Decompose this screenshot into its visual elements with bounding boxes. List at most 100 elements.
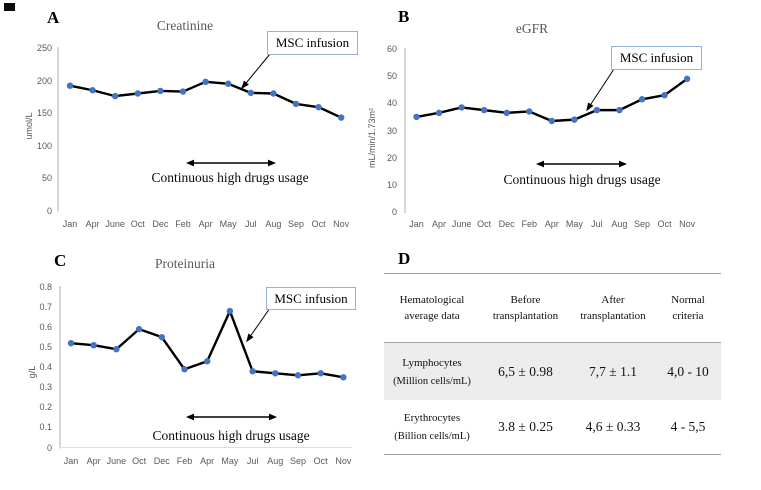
x-tick-label: Nov bbox=[333, 219, 350, 229]
panel-label-c: C bbox=[54, 251, 67, 270]
y-tick-label: 0.2 bbox=[39, 402, 52, 413]
table-row-erythrocytes: Erythrocytes (Billion cells/mL) 3.8 ± 0.… bbox=[384, 400, 721, 455]
x-tick-label: May bbox=[221, 456, 239, 466]
usage-arrow-left-head bbox=[186, 159, 194, 167]
data-point bbox=[112, 92, 119, 100]
row-label: Erythrocytes (Billion cells/mL) bbox=[384, 412, 480, 442]
x-tick-label: Feb bbox=[175, 219, 191, 229]
x-tick-label: Jul bbox=[591, 219, 603, 229]
data-point bbox=[89, 87, 96, 94]
usage-arrow-right-head bbox=[269, 413, 277, 421]
y-tick-label: 0.3 bbox=[39, 382, 52, 393]
x-tick-label: Nov bbox=[335, 456, 352, 466]
x-tick-label: June bbox=[106, 456, 127, 466]
header-normal-criteria: Normal criteria bbox=[671, 293, 705, 323]
data-point bbox=[247, 89, 254, 97]
data-point bbox=[435, 109, 443, 117]
x-tick-label: June bbox=[451, 219, 472, 229]
usage-arrow-right-head bbox=[619, 160, 627, 168]
x-tick-label: Sep bbox=[633, 219, 650, 229]
y-tick-label: 0.1 bbox=[39, 422, 52, 433]
analyte-unit: (Million cells/mL) bbox=[393, 375, 471, 387]
x-tick-label: Apr bbox=[85, 219, 100, 229]
value-normal: 4,0 - 10 bbox=[667, 363, 709, 379]
x-tick-label: Feb bbox=[521, 219, 537, 229]
data-point bbox=[593, 106, 601, 114]
x-tick-label: Nov bbox=[679, 219, 696, 229]
data-point bbox=[340, 374, 347, 381]
table-header-row: Hematological average data Before transp… bbox=[384, 273, 721, 343]
y-tick-label: 0 bbox=[46, 442, 52, 453]
y-tick-label: 50 bbox=[386, 71, 397, 82]
data-point bbox=[204, 358, 211, 365]
y-tick-label: 200 bbox=[36, 75, 52, 86]
data-point bbox=[249, 368, 256, 375]
usage-arrow-left-head bbox=[536, 160, 544, 168]
data-point bbox=[202, 78, 209, 86]
x-tick-label: Oct bbox=[132, 456, 147, 466]
data-point bbox=[270, 90, 277, 97]
data-point bbox=[317, 370, 324, 377]
data-point bbox=[66, 82, 74, 89]
x-tick-label: Apr bbox=[432, 219, 447, 229]
data-point bbox=[458, 104, 465, 111]
usage-arrow-right-head bbox=[268, 159, 276, 167]
panel-label-b: B bbox=[398, 7, 410, 26]
data-point bbox=[616, 106, 623, 114]
x-tick-label: Jul bbox=[246, 456, 259, 466]
corner-mark bbox=[4, 3, 15, 11]
chart-title-egfr: eGFR bbox=[515, 21, 549, 36]
data-line bbox=[416, 77, 688, 123]
y-tick-label: 0 bbox=[391, 207, 397, 217]
x-tick-label: Sep bbox=[289, 456, 306, 466]
data-point bbox=[135, 325, 143, 333]
data-point bbox=[181, 366, 188, 373]
data-point bbox=[90, 341, 97, 349]
y-tick-label: 0.4 bbox=[39, 362, 52, 373]
x-tick-label: Aug bbox=[267, 456, 284, 466]
analyte-name: Erythrocytes bbox=[403, 412, 461, 424]
egfr-line-chart bbox=[404, 48, 691, 213]
data-point bbox=[683, 75, 691, 83]
analyte-name: Lymphocytes bbox=[402, 356, 462, 369]
analyte-unit: (Billion cells/mL) bbox=[394, 431, 470, 442]
x-tick-label: Apr bbox=[198, 219, 213, 229]
data-point bbox=[292, 100, 300, 108]
data-point bbox=[226, 307, 234, 315]
value-before: 3.8 ± 0.25 bbox=[498, 419, 553, 434]
x-tick-label: Dec bbox=[153, 456, 170, 466]
data-point bbox=[225, 80, 232, 87]
y-tick-label: 150 bbox=[36, 108, 52, 118]
x-tick-label: Apr bbox=[86, 456, 101, 466]
chart-title-proteinuria: Proteinuria bbox=[155, 256, 215, 271]
x-tick-label: Oct bbox=[311, 219, 326, 229]
header-before-transplantation: Before transplantation bbox=[492, 293, 559, 323]
data-point bbox=[661, 91, 668, 99]
data-point bbox=[571, 116, 578, 123]
value-after: 4,6 ± 0.33 bbox=[585, 419, 641, 434]
y-tick-label: 0.8 bbox=[39, 282, 52, 292]
data-point bbox=[315, 103, 322, 111]
table-row-lymphocytes: Lymphocytes (Million cells/mL) 6,5 ± 0.9… bbox=[384, 343, 721, 400]
y-tick-label: 10 bbox=[386, 179, 397, 190]
y-tick-label: 30 bbox=[386, 125, 397, 136]
x-tick-label: June bbox=[105, 219, 125, 229]
x-tick-label: Dec bbox=[152, 219, 169, 229]
data-point bbox=[338, 114, 345, 121]
data-point bbox=[294, 372, 302, 379]
msc-arrow bbox=[586, 68, 615, 112]
header-after-transplantation: After transplantation bbox=[580, 293, 646, 323]
hematology-table: Hematological average data Before transp… bbox=[384, 273, 721, 455]
x-tick-label: Feb bbox=[176, 456, 193, 466]
data-point bbox=[413, 113, 420, 121]
x-tick-label: May bbox=[219, 219, 237, 229]
panel-proteinuria: C Proteinuria g/L 0 0.1 0.2 0.3 0.4 0.5 0.6 0.7… bbox=[0, 245, 380, 490]
chart-title-creatinine: Creatinine bbox=[156, 18, 214, 33]
creatinine-line-chart bbox=[57, 47, 345, 212]
y-tick-label: 60 bbox=[386, 44, 397, 54]
data-point bbox=[179, 88, 187, 95]
x-tick-label: Jan bbox=[409, 219, 424, 229]
drugs-usage-annotation: Continuous high drugs usage bbox=[152, 428, 310, 443]
value-normal: 4 - 5,5 bbox=[670, 419, 706, 434]
